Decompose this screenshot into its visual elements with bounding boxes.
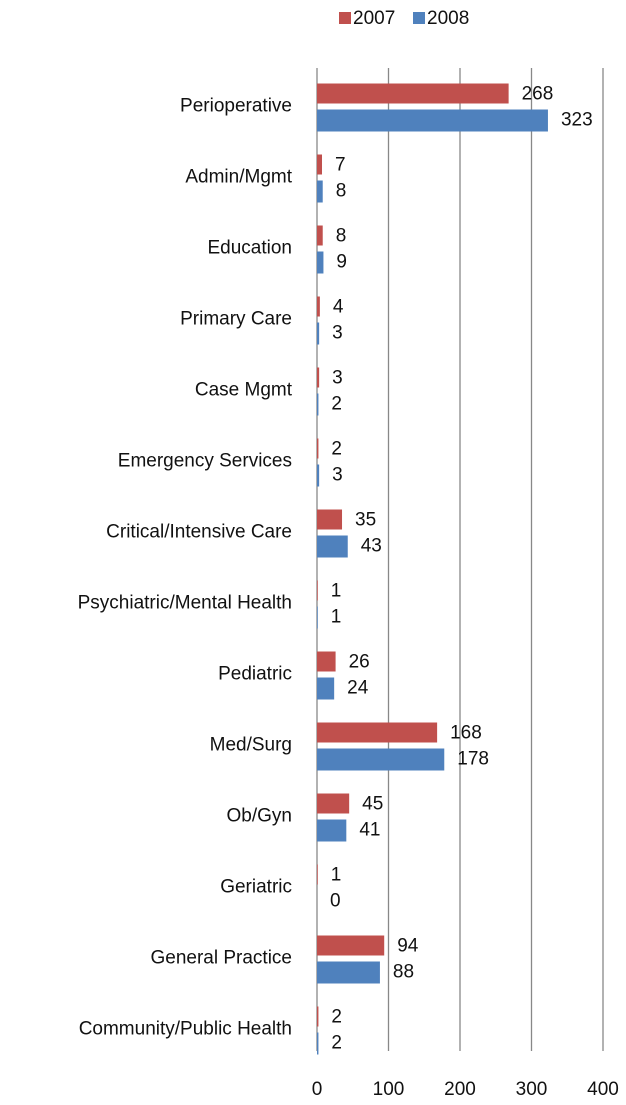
data-label: 268 — [522, 84, 554, 105]
y-tick-label: Education — [207, 238, 292, 259]
y-tick-label: Primary Care — [180, 309, 292, 330]
data-label: 41 — [359, 820, 380, 841]
legend-swatch — [339, 12, 351, 24]
data-label: 3 — [332, 323, 343, 344]
data-label: 1 — [331, 607, 342, 628]
data-label: 26 — [349, 652, 370, 673]
bar — [317, 180, 323, 203]
x-tick-label: 200 — [444, 1079, 476, 1100]
y-tick-label: Perioperative — [180, 96, 292, 117]
legend-swatch — [413, 12, 425, 24]
y-tick-label: Admin/Mgmt — [185, 167, 292, 188]
data-label: 1 — [331, 865, 342, 886]
data-label: 9 — [336, 252, 347, 273]
data-label: 3 — [332, 368, 343, 389]
data-label: 43 — [361, 536, 382, 557]
bar — [317, 864, 318, 885]
bar — [317, 961, 380, 984]
bar — [317, 793, 350, 814]
bar — [317, 109, 548, 132]
bar — [317, 677, 335, 700]
data-label: 2 — [331, 1007, 342, 1028]
bar — [317, 251, 324, 274]
bar — [317, 225, 323, 246]
bar — [317, 651, 336, 672]
bar — [317, 367, 320, 388]
data-label: 35 — [355, 510, 376, 531]
bar — [317, 154, 323, 175]
y-tick-label: Ob/Gyn — [227, 806, 292, 827]
x-tick-label: 400 — [587, 1079, 619, 1100]
data-label: 4 — [333, 297, 344, 318]
data-label: 7 — [335, 155, 346, 176]
bar — [317, 580, 318, 601]
data-label: 2 — [331, 1033, 342, 1054]
legend-label: 2008 — [427, 8, 469, 29]
y-tick-label: Community/Public Health — [79, 1019, 292, 1040]
data-label: 45 — [362, 794, 383, 815]
y-tick-label: Emergency Services — [118, 451, 292, 472]
data-label: 178 — [457, 749, 489, 770]
bar — [317, 748, 445, 771]
data-label: 8 — [336, 181, 347, 202]
data-label: 323 — [561, 110, 593, 131]
y-tick-label: Pediatric — [218, 664, 292, 685]
data-label: 2 — [331, 394, 342, 415]
x-tick-label: 100 — [373, 1079, 405, 1100]
y-tick-label: Med/Surg — [210, 735, 292, 756]
data-label: 168 — [450, 723, 482, 744]
bar — [317, 935, 385, 956]
bar — [317, 438, 319, 459]
bar — [317, 1032, 319, 1055]
bar — [317, 606, 318, 629]
bar — [317, 322, 320, 345]
bar — [317, 535, 348, 558]
bar — [317, 509, 343, 530]
bar — [317, 1006, 319, 1027]
bar — [317, 722, 438, 743]
y-tick-label: Psychiatric/Mental Health — [78, 593, 292, 614]
y-tick-label: Critical/Intensive Care — [106, 522, 292, 543]
bar — [317, 83, 509, 104]
data-label: 88 — [393, 962, 414, 983]
bar — [317, 464, 320, 487]
x-tick-label: 0 — [312, 1079, 323, 1100]
data-label: 94 — [397, 936, 419, 957]
y-tick-label: Case Mgmt — [195, 380, 293, 401]
data-label: 24 — [347, 678, 369, 699]
x-tick-label: 300 — [516, 1079, 548, 1100]
data-label: 1 — [331, 581, 342, 602]
legend-label: 2007 — [353, 8, 395, 29]
data-label: 3 — [332, 465, 343, 486]
data-label: 2 — [331, 439, 342, 460]
y-tick-label: Geriatric — [220, 877, 292, 898]
data-label: 0 — [330, 891, 341, 912]
bar — [317, 296, 320, 317]
bar — [317, 819, 347, 842]
data-label: 8 — [336, 226, 347, 247]
bar — [317, 393, 319, 416]
y-tick-label: General Practice — [150, 948, 292, 969]
